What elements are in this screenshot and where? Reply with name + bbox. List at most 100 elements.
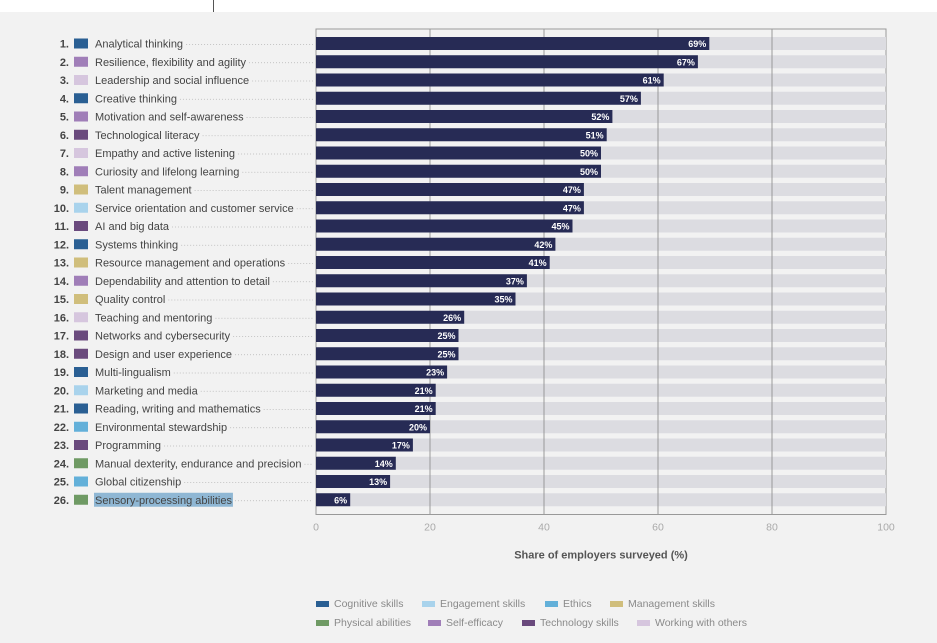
category-label: Teaching and mentoring [95,312,212,324]
category-swatch [74,476,88,487]
bar [316,475,391,488]
bar-track [316,438,886,452]
bar [316,347,459,361]
rank-number: 11. [54,221,69,233]
rank-number: 20. [54,385,69,397]
bar-value-label: 47% [563,185,581,195]
category-label: Dependability and attention to detail [95,276,270,288]
bar [316,128,607,142]
bar-value-label: 50% [580,149,598,159]
bar [316,37,710,50]
category-label: Quality control [95,294,165,306]
bar-track [316,493,886,507]
rank-number: 19. [54,367,69,379]
x-tick-label: 20 [424,522,436,534]
bar-value-label: 21% [415,386,433,396]
category-label: Leadership and social influence [95,75,249,87]
legend-item-management-skills: Management skills [610,598,715,610]
bar [316,55,698,69]
bar [316,383,436,397]
category-swatch [74,202,88,213]
bar-value-label: 17% [392,441,410,451]
category-swatch [74,75,88,85]
category-swatch [74,440,88,450]
x-tick-label: 40 [538,522,550,534]
bar [316,329,459,342]
label-highlight [94,492,233,507]
category-label: Technological literacy [95,130,200,142]
rank-number: 5. [60,112,69,124]
rank-number: 26. [54,495,69,507]
bar-value-label: 23% [426,368,444,378]
category-swatch [74,148,88,158]
bar-value-label: 41% [529,258,547,268]
category-swatch [74,221,88,231]
bar-value-label: 61% [643,76,661,86]
legend-swatch [522,620,535,626]
category-label: Motivation and self-awareness [95,112,244,124]
bar [316,420,430,434]
rank-number: 15. [54,294,69,306]
x-axis-title: Share of employers surveyed (%) [514,550,688,562]
legend-swatch [610,601,623,607]
bar-value-label: 69% [688,39,706,49]
category-label: Global citizenship [95,477,181,489]
category-label: Networks and cybersecurity [95,331,231,343]
category-swatch [74,38,88,49]
bar-track [316,402,886,415]
bar [316,183,584,196]
bar [316,73,664,87]
rank-number: 12. [54,239,69,251]
legend-item-working-with-others: Working with others [637,617,747,629]
category-label: Multi-lingualism [95,367,171,379]
bar [316,274,527,288]
bar [316,493,351,507]
rank-number: 4. [60,93,69,105]
x-tick-label: 0 [313,522,319,534]
bar [316,201,584,215]
rank-number: 22. [54,422,69,434]
category-swatch [74,257,88,268]
category-swatch [74,129,88,140]
x-tick-label: 60 [652,522,664,534]
category-swatch [74,403,88,414]
rank-number: 3. [60,75,69,87]
category-label: Talent management [95,185,192,197]
rank-number: 13. [54,258,69,270]
bar-value-label: 21% [415,404,433,414]
category-swatch [74,111,88,122]
bar-track [316,365,886,379]
legend-swatch [428,620,441,626]
bar [316,91,641,105]
bar [316,110,613,123]
rank-number: 2. [60,57,69,69]
bar-value-label: 50% [580,167,598,177]
bar-value-label: 47% [563,203,581,213]
rank-number: 18. [54,349,69,361]
category-label: Reading, writing and mathematics [95,404,261,416]
legend-label: Management skills [628,598,715,610]
bar [316,456,396,470]
category-swatch [74,385,88,396]
legend-swatch [545,601,558,607]
bar-value-label: 26% [443,313,461,323]
category-label: Programming [95,440,161,452]
category-swatch [74,184,88,195]
bar [316,256,550,269]
category-swatch [74,166,88,177]
bar-value-label: 45% [551,222,569,232]
legend-swatch [422,601,435,607]
bar-value-label: 25% [437,331,455,341]
category-label: Service orientation and customer service [95,203,294,215]
legend-swatch [316,601,329,607]
bar [316,310,465,324]
bar-value-label: 67% [677,57,695,67]
bar [316,237,556,251]
bar-value-label: 20% [409,422,427,432]
category-swatch [74,294,88,304]
bar [316,438,413,452]
rank-number: 23. [54,440,69,452]
bar [316,402,436,415]
category-swatch [74,330,88,341]
category-swatch [74,239,88,250]
